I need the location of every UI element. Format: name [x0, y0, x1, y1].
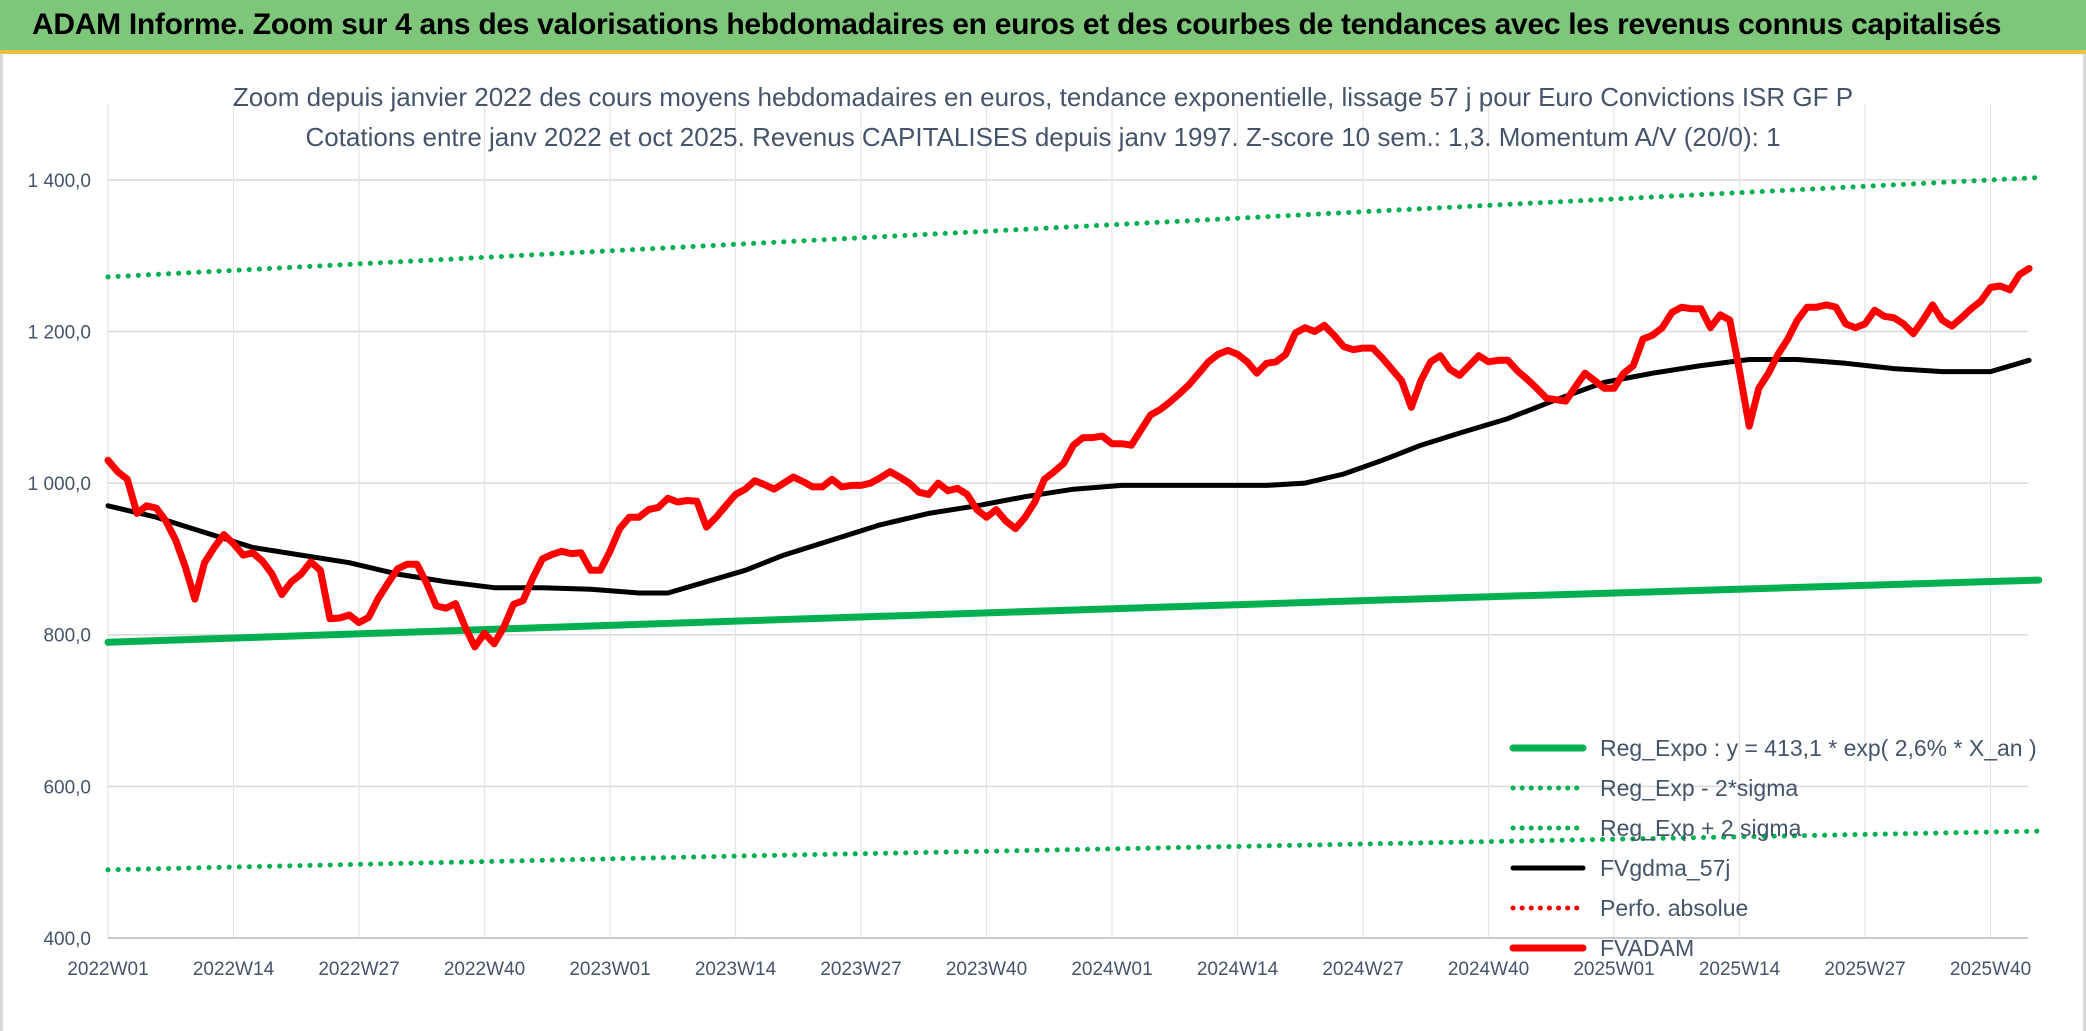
x-tick-label: 2025W14: [1699, 959, 1781, 980]
x-tick-label: 2022W14: [193, 959, 275, 980]
series-fvadam: [104, 265, 2033, 651]
x-tick-label: 2024W01: [1071, 959, 1152, 980]
series-fvgdma-57j: [105, 357, 2032, 596]
x-tick-label: 2025W40: [1950, 959, 2031, 980]
y-tick-label: 1 400,0: [28, 171, 91, 192]
legend-label: Reg_Expo : y = 413,1 * exp( 2,6% * X_an …: [1600, 735, 2037, 761]
x-tick-label: 2023W27: [820, 959, 901, 980]
y-axis-ticks: 400,0 600,0 800,0 1 000,0 1 200,0 1 400,0: [28, 171, 91, 950]
legend: Reg_Expo : y = 413,1 * exp( 2,6% * X_an …: [1509, 735, 2037, 961]
banner-title: ADAM Informe. Zoom sur 4 ans des valoris…: [32, 8, 2002, 41]
banner: ADAM Informe. Zoom sur 4 ans des valoris…: [0, 0, 2086, 54]
chart-subtitle: Cotations entre janv 2022 et oct 2025. R…: [305, 122, 1780, 152]
y-tick-label: 1 000,0: [28, 474, 91, 495]
legend-label: Reg_Exp - 2*sigma: [1600, 775, 1798, 801]
series-reg-expo-y-413-1-exp-2-6-x-an: [104, 576, 2043, 646]
gridlines: [107, 104, 2028, 939]
x-tick-label: 2022W40: [444, 959, 525, 980]
x-tick-label: 2023W14: [695, 959, 777, 980]
x-tick-label: 2025W01: [1573, 959, 1654, 980]
x-tick-label: 2024W40: [1448, 959, 1529, 980]
x-tick-label: 2025W27: [1824, 959, 1905, 980]
x-tick-label: 2022W01: [67, 959, 148, 980]
y-tick-label: 600,0: [43, 777, 91, 798]
legend-label: Reg_Exp + 2 sigma: [1600, 815, 1802, 841]
series-reg-exp-2-sigma: [105, 175, 2042, 280]
x-tick-label: 2024W14: [1197, 959, 1279, 980]
legend-label: FVgdma_57j: [1600, 855, 1730, 881]
x-tick-label: 2022W27: [318, 959, 399, 980]
series-reg-exp-2-sigma: [105, 828, 2042, 873]
chart-title: Zoom depuis janvier 2022 des cours moyen…: [233, 82, 1853, 112]
legend-label: Perfo. absolue: [1600, 895, 1748, 921]
x-tick-label: 2023W01: [569, 959, 650, 980]
x-tick-label: 2024W27: [1322, 959, 1403, 980]
chart-svg: Zoom depuis janvier 2022 des cours moyen…: [28, 82, 2043, 980]
legend-label: FVADAM: [1600, 935, 1694, 961]
x-tick-label: 2023W40: [946, 959, 1027, 980]
y-tick-label: 400,0: [43, 929, 91, 950]
y-tick-label: 800,0: [43, 626, 91, 647]
series-lines: [104, 175, 2043, 873]
x-axis-ticks: 2022W01 2022W14 2022W27 2022W40 2023W01 2023W…: [67, 959, 2031, 980]
y-tick-label: 1 200,0: [28, 322, 91, 343]
chart-area: Zoom depuis janvier 2022 des cours moyen…: [0, 54, 2086, 1031]
